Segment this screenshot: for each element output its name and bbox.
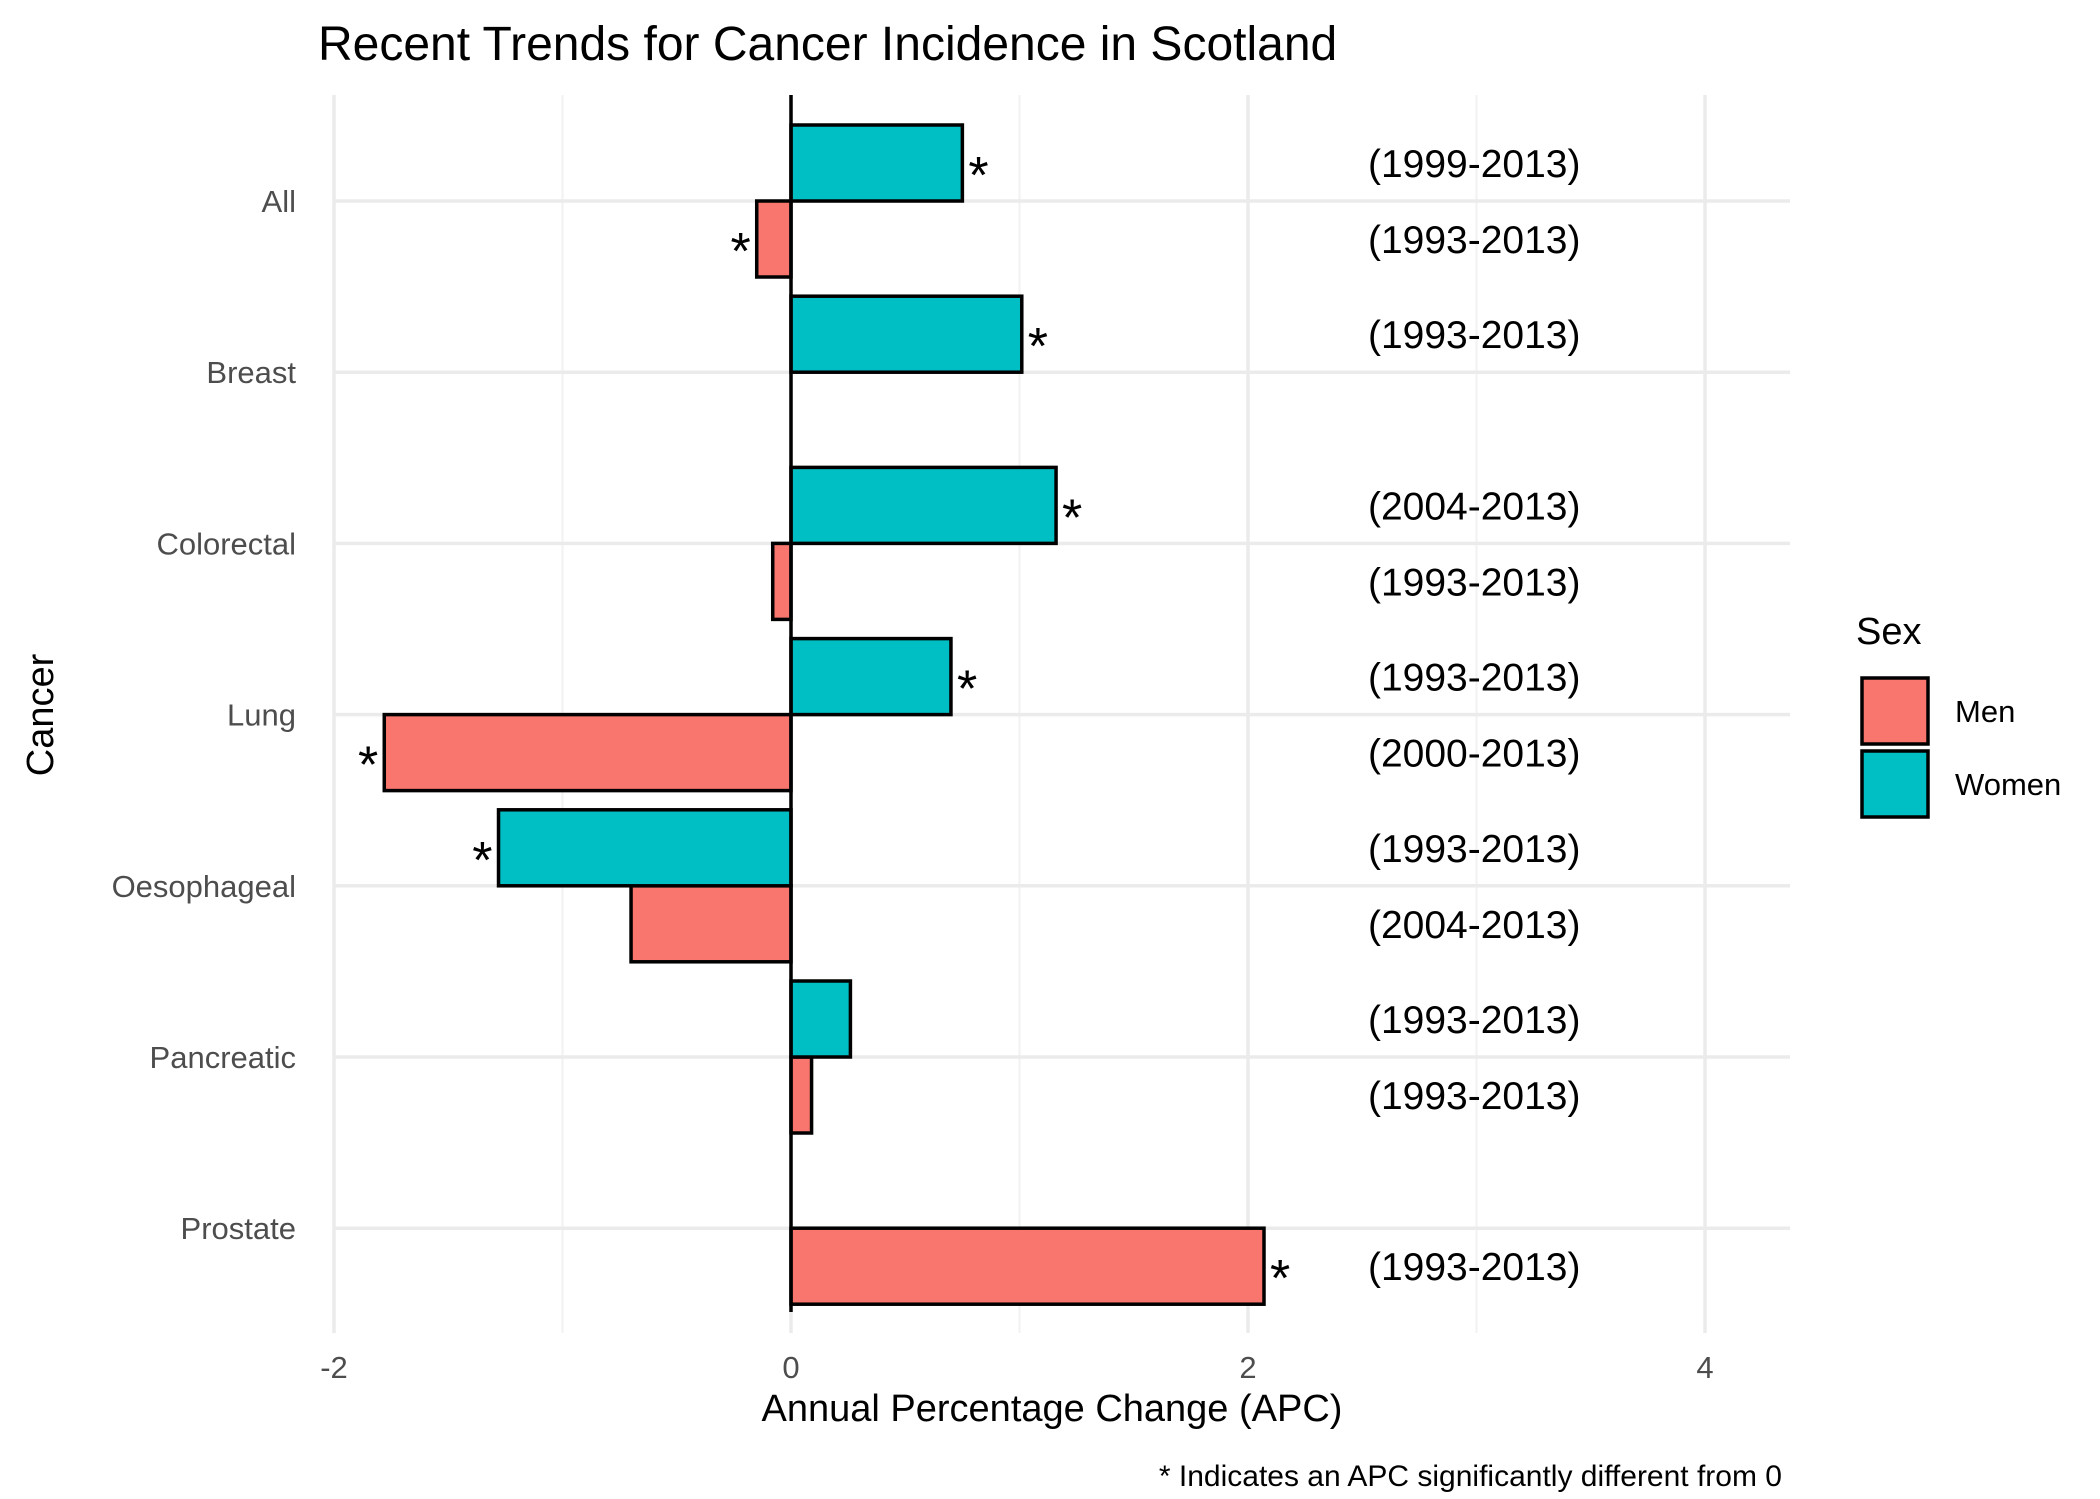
significance-star-women-breast: *	[1028, 318, 1048, 376]
period-label-men-prostate: (1993-2013)	[1368, 1246, 1580, 1289]
period-label-men-colorectal: (1993-2013)	[1368, 561, 1580, 604]
y-tick-label-pancreatic: Pancreatic	[150, 1040, 296, 1075]
x-tick-label: 0	[782, 1350, 799, 1385]
period-label-men-pancreatic: (1993-2013)	[1368, 1075, 1580, 1118]
period-label-men-lung: (2000-2013)	[1368, 733, 1580, 776]
x-tick-labels: -2 0 2 4	[320, 1350, 1713, 1385]
legend-title: Sex	[1856, 611, 1921, 653]
legend-items: Men Women	[1860, 676, 2061, 819]
legend-label-men: Men	[1955, 694, 2015, 729]
period-label-women-all: (1999-2013)	[1368, 143, 1580, 186]
chart-title: Recent Trends for Cancer Incidence in Sc…	[318, 18, 1337, 71]
x-tick-label: 2	[1239, 1350, 1256, 1385]
bar-women-breast	[789, 294, 1024, 374]
significance-star-men-prostate: *	[1270, 1250, 1290, 1308]
y-tick-label-lung: Lung	[227, 698, 296, 733]
significance-star-men-lung: *	[358, 737, 378, 795]
bar-men-prostate	[789, 1226, 1266, 1306]
bar-men-colorectal	[770, 541, 793, 622]
legend-swatch-women	[1860, 749, 1930, 819]
period-label-women-lung: (1993-2013)	[1368, 657, 1580, 700]
y-tick-label-oesophageal: Oesophageal	[112, 869, 296, 904]
bar-men-lung	[382, 712, 793, 793]
y-tick-label-all: All	[262, 184, 296, 219]
x-axis-title: Annual Percentage Change (APC)	[762, 1388, 1343, 1430]
legend-swatch-men	[1860, 676, 1930, 746]
bar-women-lung	[789, 636, 953, 717]
caption: * Indicates an APC significantly differe…	[1159, 1460, 1782, 1493]
y-tick-label-colorectal: Colorectal	[156, 526, 296, 561]
y-tick-label-breast: Breast	[206, 355, 296, 390]
y-tick-label-prostate: Prostate	[181, 1211, 296, 1246]
period-label-women-pancreatic: (1993-2013)	[1368, 999, 1580, 1042]
significance-markers: * * * * * * * *	[358, 147, 1290, 1308]
bar-women-colorectal	[789, 465, 1058, 546]
significance-star-women-oesophageal: *	[472, 832, 492, 890]
significance-star-women-all: *	[968, 147, 988, 205]
period-label-women-oesophageal: (1993-2013)	[1368, 828, 1580, 871]
legend: Sex Men Women	[1856, 611, 2061, 819]
x-tick-label: 4	[1696, 1350, 1713, 1385]
period-label-men-all: (1993-2013)	[1368, 219, 1580, 262]
period-label-women-breast: (1993-2013)	[1368, 314, 1580, 357]
period-label-women-colorectal: (2004-2013)	[1368, 485, 1580, 528]
significance-star-women-lung: *	[957, 661, 977, 719]
bar-men-all	[754, 199, 793, 279]
bar-men-pancreatic	[789, 1055, 814, 1135]
significance-star-women-colorectal: *	[1062, 489, 1082, 547]
legend-label-women: Women	[1955, 767, 2061, 802]
period-labels: (1993-2013) (1993-2013) (2000-2013) (2004-2…	[1368, 143, 1580, 1289]
bar-women-oesophageal	[496, 808, 793, 888]
bar-men-oesophageal	[629, 884, 793, 964]
period-label-men-oesophageal: (2004-2013)	[1368, 904, 1580, 947]
significance-star-men-all: *	[730, 223, 750, 281]
y-tick-labels: All Breast Colorectal Lung Oesophageal Pancre…	[112, 184, 297, 1246]
bar-women-all	[789, 123, 965, 203]
bars	[382, 123, 1266, 1306]
y-axis-title: Cancer	[20, 653, 62, 776]
bar-women-pancreatic	[789, 979, 853, 1059]
x-tick-label: -2	[320, 1350, 348, 1385]
